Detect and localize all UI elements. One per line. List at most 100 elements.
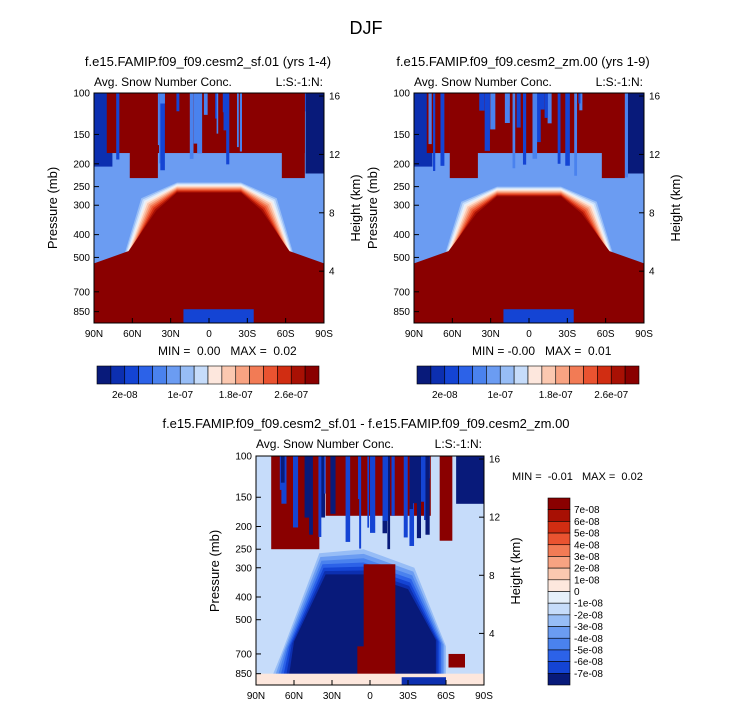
- y-tick-label: 150: [73, 130, 90, 141]
- panel-3-variable-label: Avg. Snow Number Conc.: [256, 437, 394, 451]
- y-tick-label: 850: [393, 307, 410, 318]
- colorbar-swatch: [547, 649, 571, 662]
- colorbar-swatch: [547, 602, 571, 616]
- colorbar-swatch: [263, 365, 278, 385]
- field-contour: [318, 456, 322, 537]
- colorbar-swatch: [547, 521, 571, 534]
- colorbar-swatch: [547, 661, 571, 674]
- panel-3-units-label: L:S:-1:N:: [435, 437, 482, 451]
- field-contour: [565, 93, 570, 166]
- colorbar-label: 4e-08: [574, 540, 600, 551]
- field-contour: [189, 93, 194, 159]
- colorbar-swatch: [166, 365, 181, 385]
- y-tick-label: 250: [235, 545, 252, 556]
- colorbar-swatch: [472, 365, 487, 385]
- y-right-tick-label: 8: [489, 571, 495, 582]
- panel-2-title: f.e15.FAMIP.f09_f09.cesm2_zm.00 (yrs 1-9…: [396, 54, 649, 69]
- y-tick-label: 250: [73, 182, 90, 193]
- field-contour: [193, 93, 199, 144]
- colorbar-swatch: [124, 365, 139, 385]
- panel-3-stats: MIN = -0.01 MAX = 0.02: [512, 471, 643, 483]
- field-contour: [197, 93, 203, 154]
- field-contour: [601, 93, 625, 179]
- panel-3-title: f.e15.FAMIP.f09_f09.cesm2_sf.01 - f.e15.…: [162, 416, 569, 431]
- colorbar-swatch: [179, 365, 195, 385]
- field-contour: [203, 93, 208, 115]
- colorbar-swatch: [547, 673, 571, 686]
- y-tick-label: 700: [393, 287, 410, 298]
- field-contour: [532, 93, 538, 159]
- field-contour: [304, 456, 310, 518]
- y-right-tick-label: 8: [649, 208, 655, 219]
- colorbar-label: -5e-08: [574, 645, 603, 656]
- y-tick-label: 500: [235, 615, 252, 626]
- field-contour: [439, 456, 453, 541]
- field-contour: [370, 456, 376, 533]
- colorbar-swatch: [207, 365, 223, 385]
- x-tick-label: 90N: [247, 691, 265, 702]
- field-contour: [504, 93, 510, 123]
- x-tick-label: 0: [367, 691, 373, 702]
- colorbar-swatch: [430, 365, 446, 385]
- field-contour: [382, 456, 389, 521]
- panel-1-y-right-axis-label: Height (km): [348, 174, 363, 241]
- colorbar-label: 2.6e-07: [274, 390, 308, 401]
- field-contour: [544, 93, 548, 118]
- panel-1-variable-label: Avg. Snow Number Conc.: [94, 75, 232, 89]
- panel-2-units-label: L:S:-1:N:: [596, 75, 643, 89]
- x-tick-label: 30N: [481, 329, 499, 340]
- page-title: DJF: [350, 18, 383, 38]
- colorbar-label: 1e-07: [487, 390, 513, 401]
- y-tick-label: 150: [393, 130, 410, 141]
- colorbar-label: -4e-08: [574, 634, 603, 645]
- colorbar-swatch: [110, 365, 126, 385]
- panel-3-y-right-axis-label: Height (km): [508, 537, 523, 604]
- y-tick-label: 300: [393, 201, 410, 212]
- colorbar-label: 6e-08: [574, 517, 600, 528]
- y-right-tick-label: 16: [649, 92, 661, 103]
- colorbar-swatch: [527, 365, 543, 385]
- x-tick-label: 90N: [85, 329, 103, 340]
- colorbar-swatch: [416, 365, 432, 385]
- x-tick-label: 30N: [161, 329, 179, 340]
- colorbar-swatch: [277, 365, 292, 385]
- x-tick-label: 30S: [558, 329, 576, 340]
- x-tick-label: 60N: [123, 329, 141, 340]
- y-tick-label: 500: [73, 253, 90, 264]
- colorbar-swatch: [290, 365, 306, 385]
- field-contour: [94, 192, 324, 323]
- field-contour: [129, 93, 158, 179]
- x-tick-label: 90S: [315, 329, 333, 340]
- panel-1: f.e15.FAMIP.f09_f09.cesm2_sf.01 (yrs 1-4…: [45, 54, 363, 401]
- colorbar-label: 2e-08: [574, 564, 600, 575]
- y-tick-label: 400: [73, 230, 90, 241]
- field-contour: [215, 93, 218, 119]
- colorbar-swatch: [547, 637, 571, 651]
- colorbar-swatch: [152, 365, 167, 385]
- colorbar-swatch: [193, 365, 209, 385]
- field-contour: [345, 456, 351, 542]
- x-tick-label: 90S: [475, 691, 493, 702]
- colorbar-swatch: [547, 626, 571, 639]
- x-tick-label: 30S: [238, 329, 256, 340]
- field-contour: [391, 456, 395, 516]
- field-contour: [226, 93, 230, 165]
- y-tick-label: 300: [235, 563, 252, 574]
- y-tick-label: 200: [393, 159, 410, 170]
- colorbar-label: 2e-08: [112, 390, 138, 401]
- colorbar-swatch: [499, 365, 515, 385]
- x-tick-label: 60S: [597, 329, 615, 340]
- panel-1-units-label: L:S:-1:N:: [276, 75, 323, 89]
- x-tick-label: 60N: [443, 329, 461, 340]
- colorbar-label: 1.8e-07: [539, 390, 573, 401]
- panel-1-plot-area: 90N 60N 30N 0 30S 60S 90S 100 150 200 250 300 400 500…: [73, 89, 340, 341]
- y-right-tick-label: 16: [489, 455, 501, 466]
- field-contour: [401, 677, 446, 685]
- field-contour: [412, 456, 418, 504]
- field-contour: [403, 456, 408, 538]
- panel-3-colorbar: 7e-086e-085e-084e-083e-082e-081e-080-1e-…: [547, 497, 603, 686]
- panel-2: f.e15.FAMIP.f09_f09.cesm2_zm.00 (yrs 1-9…: [365, 54, 683, 401]
- y-tick-label: 150: [235, 493, 252, 504]
- field-contour: [512, 93, 516, 169]
- x-tick-label: 30S: [399, 691, 417, 702]
